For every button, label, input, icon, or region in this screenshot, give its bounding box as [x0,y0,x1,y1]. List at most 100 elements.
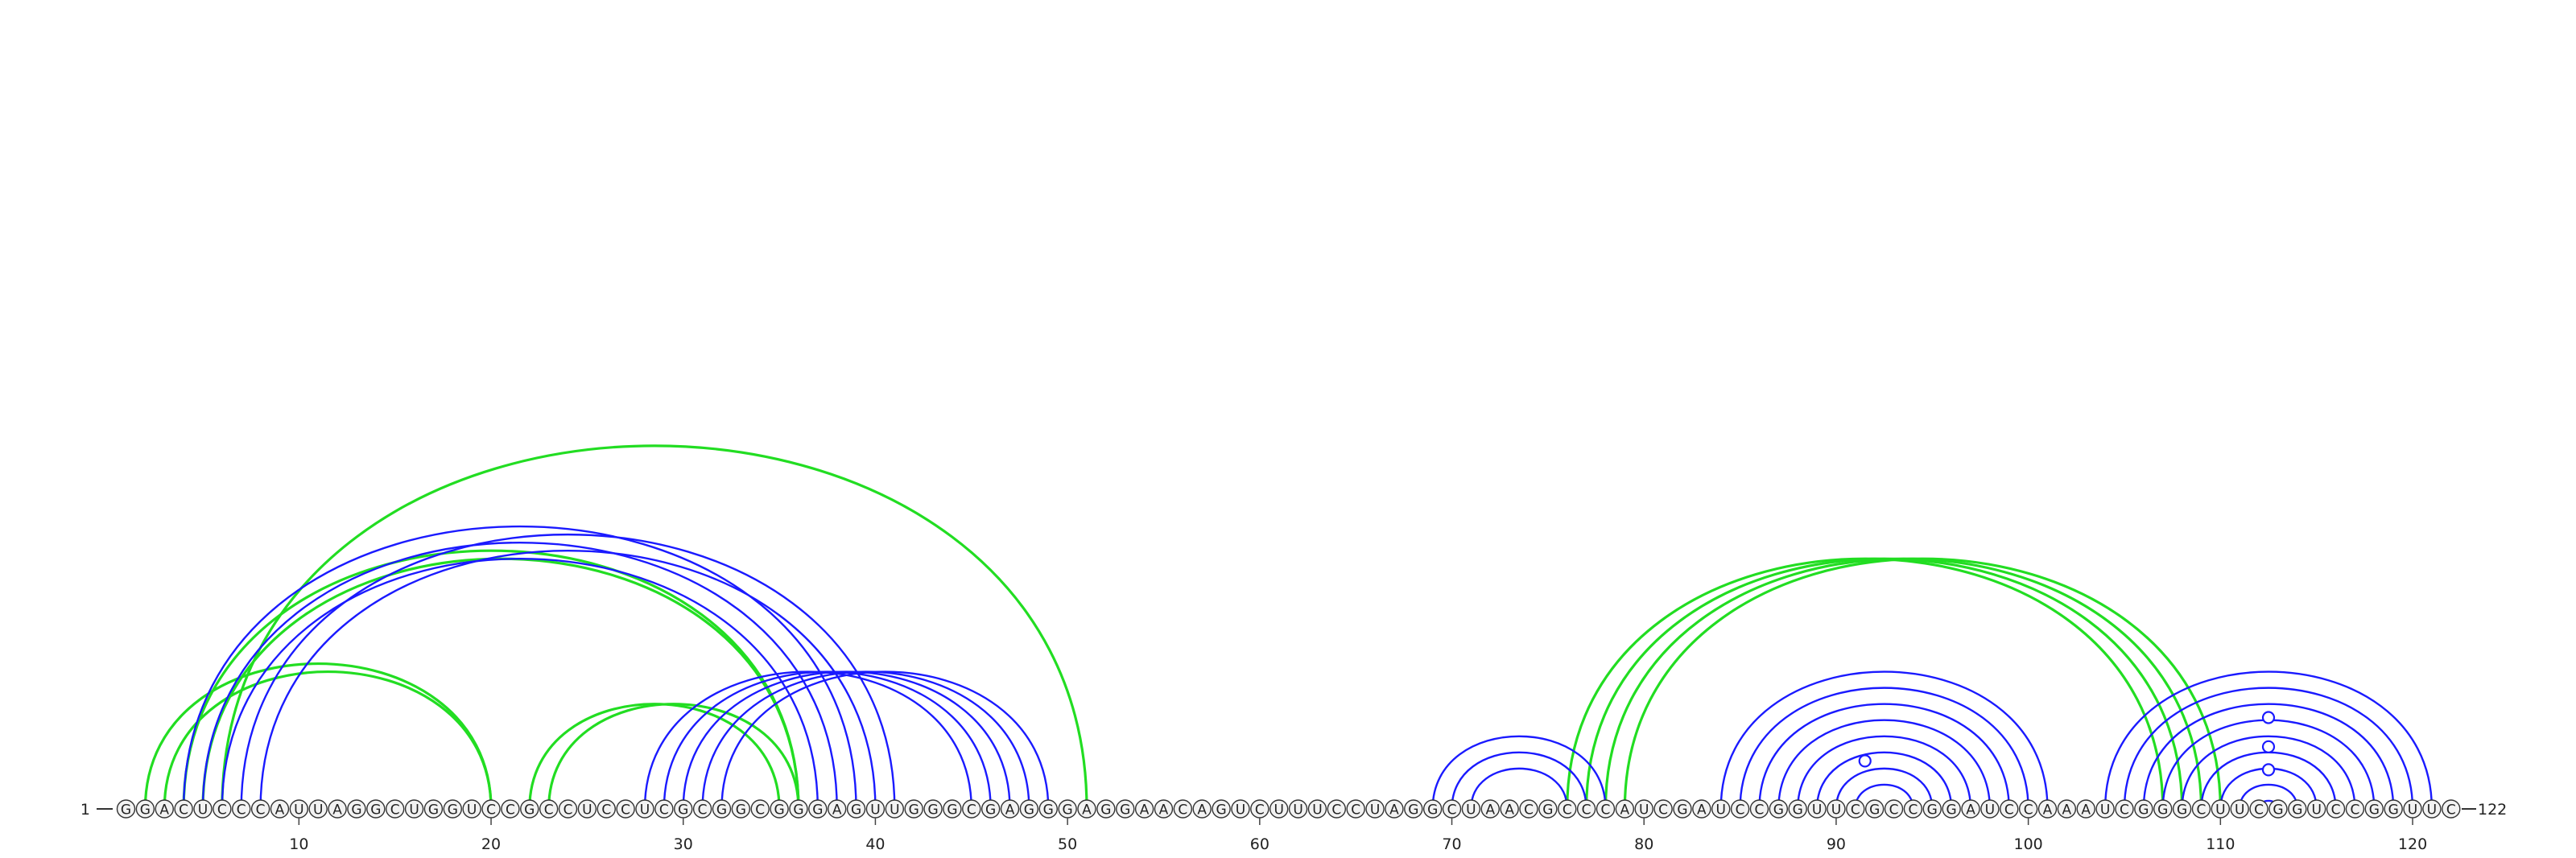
nucleotide-circle [1903,799,1923,819]
nucleotide-63: U [1307,799,1327,819]
nucleotide-circle [1346,799,1365,819]
nucleotide-letter: C [544,802,554,819]
nucleotide-circle [558,799,578,819]
nucleotide-letter: C [1889,802,1899,819]
nucleotide-circle [135,799,155,819]
nucleotide-circle [1558,799,1577,819]
pair-marker-group [1858,711,2276,777]
nucleotide-62: U [1288,799,1308,819]
nucleotide-109: C [2191,799,2211,819]
nucleotide-letter: U [1370,802,1380,819]
nucleotide-letter: C [2004,802,2014,819]
nucleotide-121: U [2422,799,2442,819]
nucleotide-circle [385,799,405,819]
nucleotide-circle [155,799,174,819]
nucleotide-107: G [2153,799,2173,819]
nucleotide-1: G [116,799,136,819]
arc-blue-111-114 [2239,783,2299,810]
nucleotide-letter: C [564,802,573,819]
arc-blue-7-41 [240,533,896,810]
nucleotide-letter: U [2427,802,2437,819]
pair-marker-circle-0 [1858,754,1872,768]
nucleotide-circle [2364,799,2384,819]
nucleotide-39: G [846,799,866,819]
nucleotide-circle [770,799,789,819]
nucleotide-letter: G [1043,802,1054,819]
start-position-label: 1 [80,801,90,819]
nucleotide-90: U [1827,799,1846,819]
nucleotide-circle [1692,799,1711,819]
nucleotide-circle [1307,799,1327,819]
nucleotide-circle [1615,799,1635,819]
nucleotide-6: C [213,799,232,819]
nucleotide-circle [1500,799,1519,819]
arc-blue-90-95 [1835,767,1934,810]
nucleotide-letter: G [1100,802,1111,819]
nucleotide-letter: G [1542,802,1553,819]
nucleotide-circle [1077,799,1096,819]
arc-blue-4-39 [182,526,857,810]
green-arc-group [143,444,2222,810]
nucleotide-letter: G [121,802,131,819]
nucleotide-66: U [1365,799,1385,819]
nucleotide-circle [520,799,539,819]
nucleotide-circle [539,799,559,819]
nucleotide-104: U [2095,799,2115,819]
nucleotide-14: G [366,799,386,819]
nucleotide-circle [962,799,981,819]
nucleotide-circle [423,799,444,819]
nucleotide-102: A [2057,799,2077,819]
nucleotide-circle [923,799,943,819]
nucleotide-letter: G [2273,802,2283,819]
nucleotide-116: C [2326,799,2346,819]
nucleotide-120: U [2403,799,2422,819]
nucleotide-letter: G [140,802,151,819]
arc-blue-91-94 [1854,783,1914,810]
tick-label-30: 30 [674,835,693,853]
nucleotide-letter: C [2446,802,2456,819]
nucleotide-letter: C [1331,802,1341,819]
nucleotide-circle [116,799,136,819]
nucleotide-circle [1596,799,1616,819]
nucleotide-78: C [1596,799,1616,819]
end-position-label: 122 [2478,801,2507,819]
nucleotide-letter: U [198,802,208,819]
nucleotide-letter: G [351,802,361,819]
nucleotide-letter: C [1908,802,1918,819]
nucleotide-25: U [577,799,597,819]
tick-label-90: 90 [1827,835,1846,853]
arc-blue-85-100 [1739,687,2029,810]
nucleotide-circle [501,799,520,819]
arc-green-2-20 [143,662,493,810]
nucleotide-circle [1576,799,1596,819]
nucleotide-114: G [2288,799,2307,819]
nucleotide-circle [692,799,712,819]
nucleotide-17: G [423,799,444,819]
nucleotide-circle [1212,799,1231,819]
nucleotide-circle [1038,799,1058,819]
nucleotide-32: G [712,799,732,819]
nucleotide-60: C [1250,799,1269,819]
nucleotide-letter: C [967,802,976,819]
nucleotide-circle [789,799,808,819]
nucleotide-letter: G [1408,802,1418,819]
nucleotide-75: G [1538,799,1558,819]
nucleotide-letter: U [313,802,323,819]
nucleotide-52: G [1096,799,1116,819]
nucleotide-letter: G [716,802,727,819]
nucleotide-letter: A [1159,802,1169,819]
nucleotide-letter: G [1063,802,1073,819]
nucleotide-58: G [1212,799,1231,819]
nucleotide-letter: G [793,802,803,819]
nucleotide-circle [1769,799,1789,819]
nucleotide-letter: C [390,802,400,819]
nucleotide-letter: C [217,802,227,819]
nucleotide-letter: C [486,802,496,819]
nucleotide-letter: G [1793,802,1803,819]
nucleotide-86: C [1749,799,1769,819]
nucleotide-11: U [308,799,328,819]
nucleotide-letter: U [2235,802,2244,819]
nucleotide-105: C [2115,799,2134,819]
nucleotide-letter: C [506,802,515,819]
